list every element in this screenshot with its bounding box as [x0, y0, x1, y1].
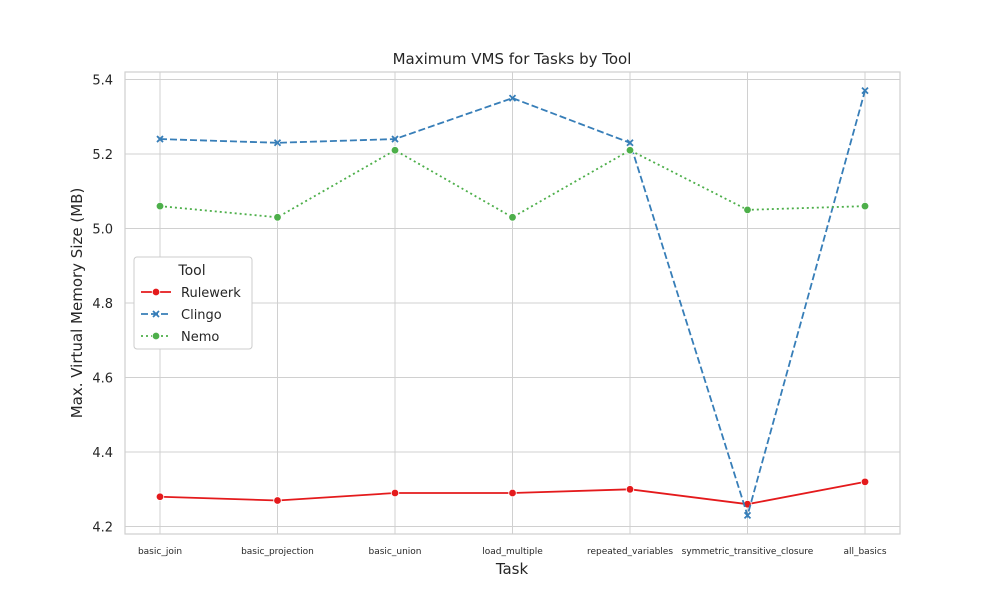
y-tick-label: 5.0 — [92, 222, 113, 237]
data-point-nemo — [273, 213, 282, 222]
x-axis-label: Task — [495, 560, 529, 578]
data-point-nemo — [390, 146, 400, 155]
y-axis-ticks: 4.2 4.4 4.6 4.8 5.0 5.2 5.4 — [92, 73, 113, 535]
series-rulewerk — [155, 477, 870, 509]
x-tick-label: repeated_variables — [587, 547, 673, 557]
legend: Tool Rulewerk Clingo Nemo — [133, 256, 253, 350]
legend-item-nemo: Nemo — [141, 330, 219, 345]
legend-title: Tool — [177, 263, 205, 279]
data-point-clingo — [743, 511, 752, 520]
legend-label: Rulewerk — [181, 286, 241, 301]
series-clingo — [156, 86, 869, 520]
legend-frame — [133, 256, 253, 350]
data-point-clingo — [508, 94, 517, 102]
y-tick-label: 4.2 — [92, 521, 113, 536]
y-axis-label: Max. Virtual Memory Size (MB) — [68, 188, 86, 419]
data-point-clingo — [156, 135, 164, 143]
data-point-rulewerk — [155, 492, 165, 501]
data-point-clingo — [626, 139, 634, 147]
x-axis-ticks: basic_join basic_projection basic_union loa… — [138, 547, 887, 557]
data-point-nemo — [743, 205, 752, 215]
data-point-nemo — [625, 146, 635, 155]
data-point-rulewerk — [625, 485, 635, 494]
legend-marker — [151, 331, 161, 341]
x-tick-label: all_basics — [843, 547, 886, 557]
x-tick-label: basic_join — [138, 547, 182, 557]
data-point-nemo — [508, 213, 517, 222]
y-tick-label: 4.6 — [92, 372, 113, 387]
y-tick-label: 4.8 — [92, 297, 113, 312]
data-point-nemo — [860, 201, 870, 211]
y-tick-label: 5.2 — [92, 148, 113, 163]
x-tick-label: basic_projection — [241, 547, 314, 557]
chart-title: Maximum VMS for Tasks by Tool — [393, 50, 632, 68]
plot-area — [124, 71, 901, 535]
data-point-rulewerk — [390, 488, 400, 498]
x-tick-label: symmetric_transitive_closure — [682, 547, 814, 557]
legend-label: Clingo — [181, 308, 222, 323]
legend-item-clingo: Clingo — [141, 308, 222, 323]
data-point-clingo — [861, 86, 869, 95]
data-point-clingo — [391, 135, 399, 143]
x-tick-label: load_multiple — [482, 547, 543, 557]
series — [155, 86, 870, 520]
x-tick-label: basic_union — [369, 547, 422, 557]
legend-marker — [151, 287, 161, 297]
y-tick-label: 5.4 — [92, 73, 113, 88]
data-point-rulewerk — [508, 488, 517, 498]
data-point-clingo — [273, 139, 282, 147]
legend-marker — [152, 310, 160, 318]
data-point-rulewerk — [860, 477, 870, 487]
data-point-nemo — [155, 201, 165, 211]
series-nemo — [155, 146, 870, 222]
y-tick-label: 4.4 — [92, 446, 113, 461]
legend-label: Nemo — [181, 330, 219, 345]
data-point-rulewerk — [273, 496, 282, 505]
legend-item-rulewerk: Rulewerk — [141, 286, 241, 301]
